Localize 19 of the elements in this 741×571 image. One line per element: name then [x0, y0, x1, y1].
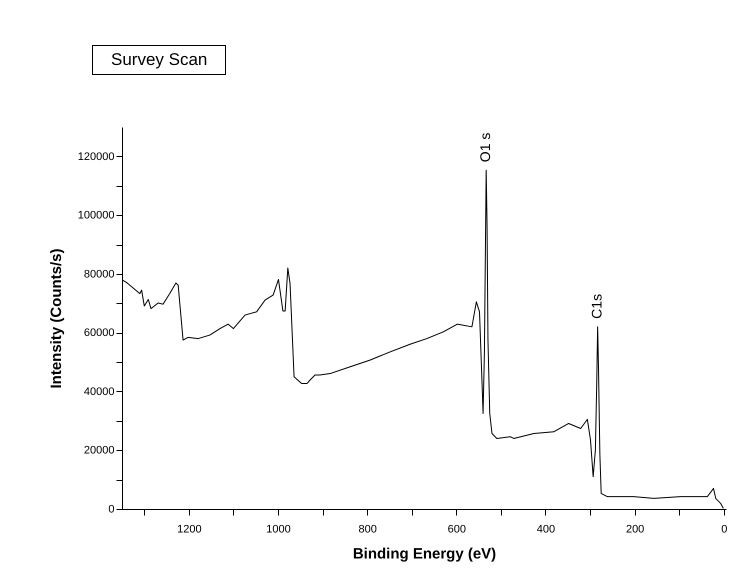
chart-title: Survey Scan	[92, 45, 226, 75]
x-tick-label: 1000	[266, 524, 291, 536]
y-tick-label: 100000	[78, 210, 114, 222]
x-tick-label: 400	[536, 524, 556, 536]
annotation: C1s	[588, 294, 605, 319]
x-tick-label: 800	[358, 524, 377, 536]
x-tick-label: 200	[626, 524, 644, 536]
x-axis-title: Binding Energy (eV)	[352, 546, 496, 562]
y-tick-label: 60000	[84, 327, 114, 340]
x-tick-label: 0	[721, 524, 728, 536]
y-tick-label: 0	[108, 504, 114, 516]
y-tick-label: 80000	[84, 268, 114, 280]
y-tick-label: 20000	[84, 444, 114, 457]
x-tick-label: 600	[448, 524, 466, 536]
y-tick-label: 120000	[78, 150, 114, 163]
y-tick-label: 40000	[84, 386, 114, 398]
x-tick-label: 1200	[177, 524, 202, 536]
y-axis-title: Intensity (Counts/s)	[48, 248, 65, 389]
annotation: O1 s	[477, 132, 494, 162]
